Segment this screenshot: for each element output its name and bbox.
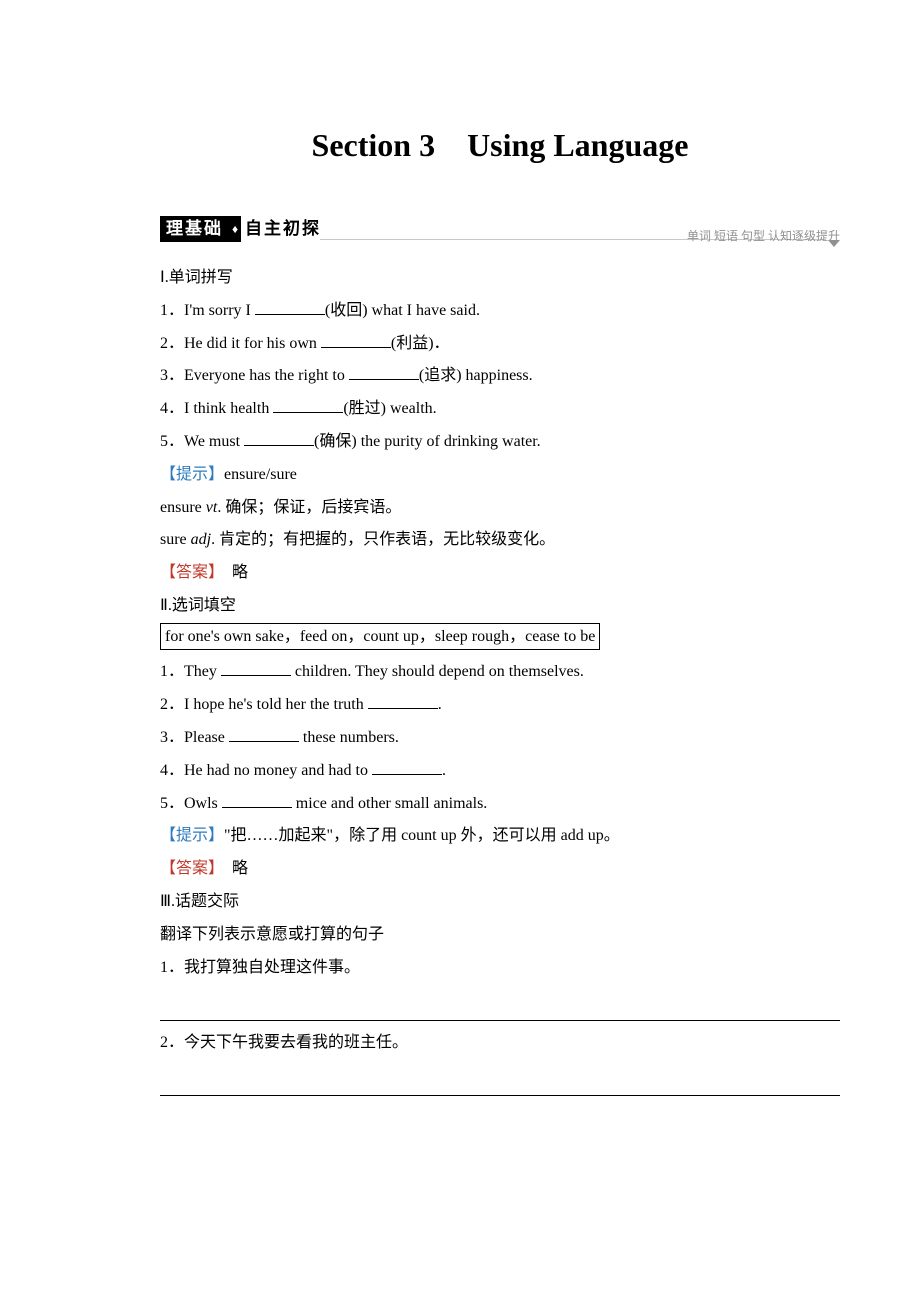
item-post: children. They should depend on themselv… [291, 663, 584, 680]
exercise-item: 4．I think health (胜过) wealth. [160, 393, 840, 426]
exercise-item: 1．They children. They should depend on t… [160, 656, 840, 689]
section-header: 理基础 ♦ 自主初探 单词 短语 句型 认知逐级提升 [160, 216, 840, 244]
header-white-label: 自主初探 [241, 216, 325, 242]
fill-blank [229, 725, 299, 742]
translate-item: 1．我打算独自处理这件事。 [160, 952, 840, 985]
answer-line: 【答案】 略 [160, 557, 840, 590]
hint-ital: adj [191, 531, 211, 548]
header-black-label: 理基础 [160, 216, 229, 242]
part3-instruction: 翻译下列表示意愿或打算的句子 [160, 919, 840, 952]
answer-line: 【答案】 略 [160, 853, 840, 886]
item-post: these numbers. [299, 729, 399, 746]
hint-text: "把……加起来"，除了用 count up 外，还可以用 add up。 [224, 827, 620, 844]
page-title: Section 3 Using Language [160, 120, 840, 166]
exercise-item: 4．He had no money and had to . [160, 755, 840, 788]
hint-ital: vt [206, 499, 218, 516]
hint-line: 【提示】ensure/sure [160, 459, 840, 492]
answer-label: 【答案】 [160, 564, 216, 581]
hint-detail: sure adj. 肯定的；有把握的，只作表语，无比较级变化。 [160, 524, 840, 557]
header-right-text: 单词 短语 句型 认知逐级提升 [687, 227, 840, 244]
fill-blank [255, 298, 325, 315]
fill-blank [368, 692, 438, 709]
item-pre: 4．He had no money and had to [160, 762, 372, 779]
item-pre: 1．They [160, 663, 221, 680]
item-hint: (收回) [325, 302, 368, 319]
fill-blank [221, 659, 291, 676]
fill-blank [349, 363, 419, 380]
hint-label: 【提示】 [160, 827, 224, 844]
chevron-down-icon [828, 240, 840, 247]
fill-blank [244, 429, 314, 446]
item-hint: (利益)． [391, 335, 450, 352]
item-pre: 5．Owls [160, 795, 222, 812]
hint-text: ensure/sure [224, 466, 297, 483]
exercise-item: 2．He did it for his own (利益)． [160, 328, 840, 361]
fill-blank [372, 758, 442, 775]
part1-heading: Ⅰ.单词拼写 [160, 262, 840, 295]
part3-heading: Ⅲ.话题交际 [160, 886, 840, 919]
exercise-item: 1．I'm sorry I (收回) what I have said. [160, 295, 840, 328]
hint-post: . 肯定的；有把握的，只作表语，无比较级变化。 [211, 531, 555, 548]
hint-pre: ensure [160, 499, 206, 516]
answer-blank-line [160, 1075, 840, 1095]
item-post: the purity of drinking water. [357, 433, 541, 450]
answer-text: 略 [216, 860, 248, 877]
item-post: mice and other small animals. [292, 795, 488, 812]
item-post: wealth. [386, 400, 437, 417]
hint-detail: ensure vt. 确保；保证，后接宾语。 [160, 492, 840, 525]
translate-item: 2．今天下午我要去看我的班主任。 [160, 1027, 840, 1060]
fill-blank [222, 791, 292, 808]
item-post: . [438, 696, 442, 713]
answer-text: 略 [216, 564, 248, 581]
item-pre: 3．Everyone has the right to [160, 367, 349, 384]
item-pre: 2．He did it for his own [160, 335, 321, 352]
item-hint: (追求) [419, 367, 462, 384]
word-choice-box: for one's own sake，feed on，count up，slee… [160, 623, 600, 651]
answer-blank-line [160, 1000, 840, 1020]
item-hint: (胜过) [343, 400, 386, 417]
item-pre: 1．I'm sorry I [160, 302, 255, 319]
hint-post: . 确保；保证，后接宾语。 [217, 499, 401, 516]
hint-pre: sure [160, 531, 191, 548]
exercise-item: 5．We must (确保) the purity of drinking wa… [160, 426, 840, 459]
exercise-item: 3．Everyone has the right to (追求) happine… [160, 360, 840, 393]
document-page: Section 3 Using Language 理基础 ♦ 自主初探 单词 短… [0, 0, 920, 1162]
item-pre: 2．I hope he's told her the truth [160, 696, 368, 713]
item-post: . [442, 762, 446, 779]
item-post: what I have said. [368, 302, 480, 319]
exercise-item: 2．I hope he's told her the truth . [160, 689, 840, 722]
item-pre: 4．I think health [160, 400, 273, 417]
answer-label: 【答案】 [160, 860, 216, 877]
item-pre: 3．Please [160, 729, 229, 746]
part2-heading: Ⅱ.选词填空 [160, 590, 840, 623]
item-post: happiness. [462, 367, 533, 384]
exercise-item: 3．Please these numbers. [160, 722, 840, 755]
header-left: 理基础 ♦ 自主初探 [160, 216, 325, 242]
item-pre: 5．We must [160, 433, 244, 450]
exercise-item: 5．Owls mice and other small animals. [160, 788, 840, 821]
hint-label: 【提示】 [160, 466, 224, 483]
header-divider-icon: ♦ [229, 216, 241, 242]
fill-blank [321, 331, 391, 348]
item-hint: (确保) [314, 433, 357, 450]
hint-line: 【提示】"把……加起来"，除了用 count up 外，还可以用 add up。 [160, 820, 840, 853]
fill-blank [273, 396, 343, 413]
